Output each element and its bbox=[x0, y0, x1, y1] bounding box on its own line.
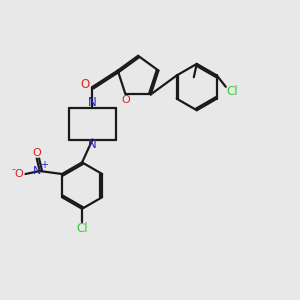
Text: O: O bbox=[32, 148, 41, 158]
Text: Cl: Cl bbox=[76, 222, 88, 235]
Text: -: - bbox=[11, 164, 15, 174]
Text: O: O bbox=[121, 95, 130, 105]
Text: N: N bbox=[88, 97, 97, 110]
Text: N: N bbox=[33, 166, 41, 176]
Text: O: O bbox=[14, 169, 23, 179]
Text: +: + bbox=[40, 160, 48, 170]
Text: Cl: Cl bbox=[226, 85, 238, 98]
Text: N: N bbox=[88, 138, 97, 152]
Text: O: O bbox=[80, 78, 90, 91]
